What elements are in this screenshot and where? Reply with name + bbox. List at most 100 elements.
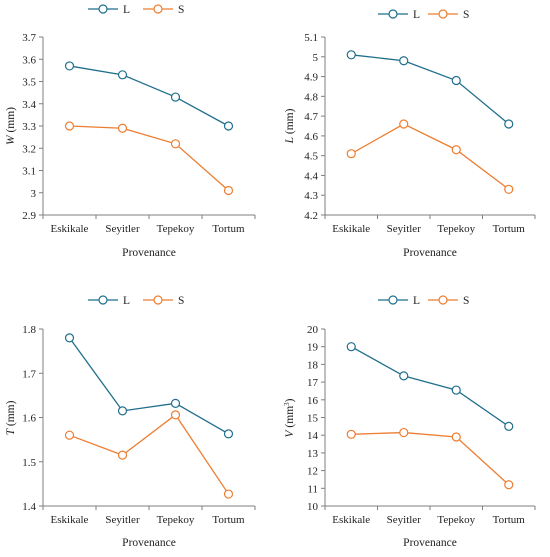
y-axis-label-var: T: [5, 427, 17, 435]
y-tick-label: 4.2: [304, 210, 318, 222]
data-point-l: [223, 121, 234, 131]
data-point-l: [170, 92, 181, 102]
data-point-s: [170, 139, 181, 149]
y-tick-label: 3.2: [22, 143, 36, 155]
data-point-l: [64, 61, 75, 71]
y-tick-label: 20: [307, 324, 319, 336]
y-tick-label: 1.4: [22, 501, 36, 513]
y-tick-label: 4.7: [304, 111, 318, 123]
data-point-s: [346, 149, 356, 159]
y-tick-label: 1.7: [22, 368, 36, 380]
y-tick-label: 16: [307, 395, 319, 407]
data-point-l: [346, 50, 356, 60]
chart-panel-w: L S W (mm) Provenance 2.9 3 3.1 3.2 3.3 3.4 3.…: [0, 0, 275, 276]
data-point-s: [64, 121, 75, 131]
series-line-s: [69, 125, 229, 192]
plot-area: 4.2 4.3 4.4 4.5 4.6 4.7 4.8 4.9 5 5.1 Eskikale Seyi…: [304, 32, 536, 235]
plot-area: 10 11 12 13 14 15 16 17 18 19 20 Eskikale Seyitler Te…: [307, 324, 536, 526]
data-point-l: [504, 119, 514, 129]
legend-label-s: S: [178, 295, 184, 307]
series-line-s: [69, 413, 230, 495]
y-tick-label: 3.7: [22, 32, 36, 44]
legend-label-l: L: [413, 9, 420, 21]
series-line-s: [351, 431, 510, 486]
legend-label-l: L: [123, 4, 130, 16]
legend-marker-l: [98, 4, 108, 14]
y-axis-label-var: L: [284, 137, 296, 144]
y-axis-label-var: V: [284, 428, 296, 437]
data-point-s: [451, 145, 461, 155]
y-axis-label-unit: (mm): [5, 107, 17, 136]
x-tick-label: Tepekoy: [157, 514, 195, 526]
y-tick-label: 14: [307, 430, 319, 442]
y-tick-label: 1.8: [22, 324, 36, 336]
chart-v: L S V (mm3) Provenance 10111213141516171…: [283, 295, 536, 549]
x-tick-label: Tepekoy: [437, 514, 475, 526]
y-tick-label: 4.5: [304, 151, 318, 163]
y-tick-label: 3.4: [22, 99, 36, 111]
data-point-l: [451, 75, 461, 86]
data-point-s: [64, 430, 75, 440]
legend-label-l: L: [413, 295, 420, 307]
x-tick-label: Eskikale: [51, 514, 89, 526]
legend-marker-s: [153, 295, 163, 305]
data-point-l: [64, 333, 75, 343]
y-tick-label: 4.6: [304, 131, 318, 143]
legend-label-s: S: [463, 9, 469, 21]
chart-panel-t: L S T (mm) Provenance 1.4 1.5 1.6 1.7 1.8 Esk…: [0, 276, 275, 552]
legend-marker-l: [388, 9, 398, 19]
y-tick-label: 3.1: [22, 166, 36, 178]
y-tick-label: 18: [307, 359, 319, 371]
y-tick-label: 13: [307, 448, 319, 460]
data-point-s: [117, 123, 128, 133]
series-line-l: [69, 65, 229, 127]
x-tick-label: Tortum: [212, 223, 245, 235]
legend: L S: [378, 295, 469, 307]
data-point-l: [451, 385, 461, 395]
y-axis-label: V (mm3): [283, 398, 296, 437]
y-tick-label: 17: [307, 377, 319, 389]
series-line-s: [350, 123, 510, 190]
x-tick-label: Seyitler: [105, 514, 140, 526]
data-point-l: [117, 70, 128, 80]
legend-label-l: L: [123, 295, 130, 307]
y-tick-label: 1.5: [22, 457, 36, 469]
data-point-s: [399, 119, 409, 129]
x-tick-label: Eskikale: [332, 514, 370, 526]
x-tick-label: Seyitler: [387, 514, 422, 526]
series-line-l: [351, 54, 510, 125]
y-axis-label-unit: (mm): [5, 400, 17, 429]
chart-l: L S L (mm) Provenance 4.2 4.3 4.4 4.5 4.6 4.7…: [284, 9, 536, 259]
y-tick-label: 11: [307, 483, 318, 495]
data-point-l: [223, 429, 234, 439]
y-tick-label: 4.3: [304, 190, 318, 202]
legend-marker-s: [438, 9, 448, 19]
chart-panel-v: L S V (mm3) Provenance 10 11 12 13 14 15 16 17 1…: [275, 276, 550, 552]
legend-marker-l: [98, 295, 108, 305]
x-tick-label: Eskikale: [332, 223, 370, 235]
data-point-s: [346, 429, 356, 439]
y-tick-label: 3.6: [22, 54, 36, 66]
x-axis-label: Provenance: [122, 247, 176, 259]
x-axis-label: Provenance: [403, 247, 457, 259]
y-tick-label: 5.1: [304, 32, 318, 44]
series-line-l: [350, 346, 510, 427]
y-tick-label: 4.9: [304, 72, 318, 84]
data-point-s: [117, 450, 128, 460]
data-point-s: [504, 184, 514, 194]
x-tick-label: Tepekoy: [437, 223, 475, 235]
y-tick-label: 4.8: [304, 91, 318, 103]
legend-marker-s: [438, 295, 448, 305]
legend-label-s: S: [463, 295, 469, 307]
series-line-l: [68, 337, 229, 435]
y-axis-label-var: W: [5, 134, 17, 145]
legend: L S: [88, 295, 184, 307]
x-axis-label: Provenance: [403, 537, 457, 549]
y-tick-label: 5: [313, 52, 319, 64]
y-tick-label: 10: [307, 501, 319, 513]
data-point-l: [346, 342, 356, 352]
y-axis-label-unit: (mm: [284, 406, 296, 431]
chart-t: L S T (mm) Provenance 1.4 1.5 1.6 1.7 1.8 Esk…: [5, 295, 256, 549]
data-point-l: [170, 398, 181, 408]
x-axis-label: Provenance: [122, 537, 176, 549]
